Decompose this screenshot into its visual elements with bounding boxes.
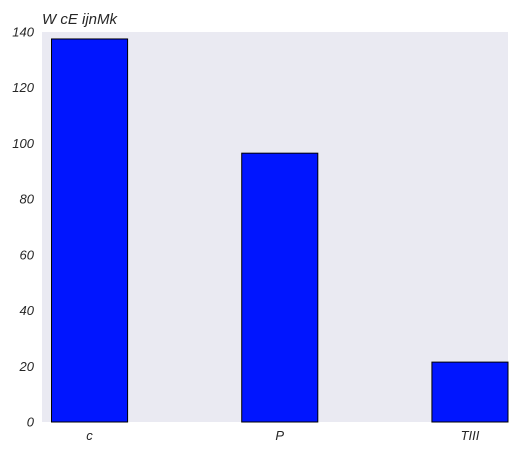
x-tick-label: c [86, 428, 93, 443]
y-tick-label: 20 [19, 359, 35, 374]
y-tick-label: 40 [20, 303, 35, 318]
y-tick-label: 100 [12, 136, 34, 151]
y-axis-ticks: 0 20 40 60 80 100 120 140 [12, 25, 34, 430]
y-tick-label: 0 [27, 415, 35, 430]
y-tick-label: 60 [20, 247, 35, 262]
y-tick-label: 140 [12, 25, 34, 40]
bar-P [241, 152, 319, 423]
bar-c [51, 38, 129, 423]
bar-TIII [431, 361, 509, 423]
y-tick-label: 120 [12, 80, 34, 95]
chart-title: W cE ijnMk [42, 11, 119, 28]
y-tick-label: 80 [20, 192, 35, 207]
x-tick-label: P [275, 428, 284, 443]
bars [51, 38, 509, 423]
x-tick-label: TIII [461, 428, 480, 443]
x-axis-ticks: c P TIII [86, 428, 479, 443]
